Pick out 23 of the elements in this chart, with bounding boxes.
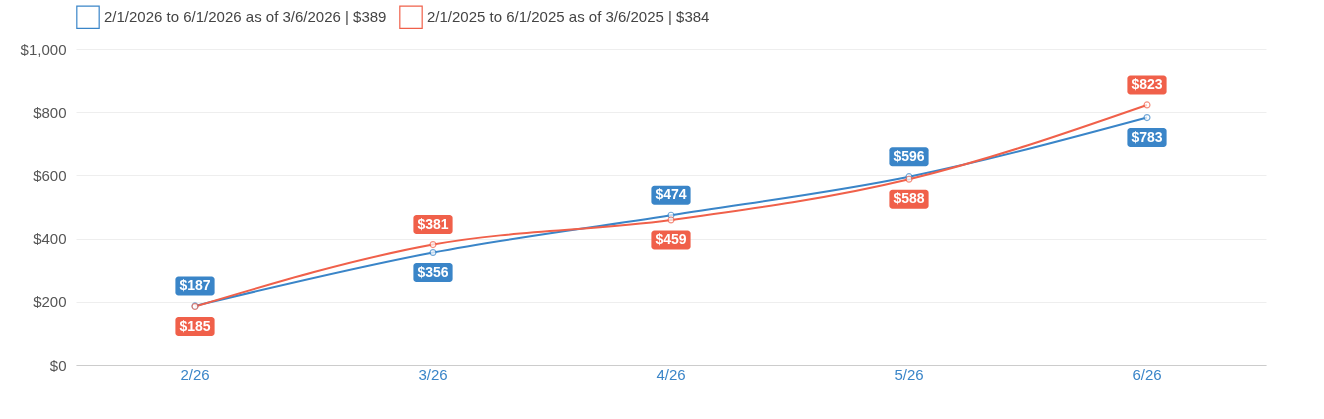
x-tick-label: 2/26 — [180, 365, 210, 383]
y-tick-label: $200 — [33, 293, 67, 311]
y-tick-label: $400 — [33, 230, 67, 248]
x-tick-label: 6/26 — [1132, 365, 1162, 383]
y-tick-label: $1,000 — [20, 40, 67, 58]
data-label: $783 — [1131, 128, 1163, 145]
x-tick-label: 3/26 — [418, 365, 448, 383]
data-label: $823 — [1131, 75, 1163, 92]
legend-label: 2/1/2025 to 6/1/2025 as of 3/6/2025 | $384 — [427, 8, 710, 26]
legend-label: 2/1/2026 to 6/1/2026 as of 3/6/2026 | $389 — [104, 8, 387, 26]
y-tick-label: $800 — [33, 103, 67, 121]
data-label: $474 — [655, 186, 687, 203]
data-label: $596 — [893, 147, 925, 164]
data-label: $185 — [179, 317, 211, 334]
x-tick-label: 4/26 — [656, 365, 686, 383]
data-label: $588 — [893, 190, 925, 207]
y-tick-label: $600 — [33, 166, 67, 184]
data-label: $381 — [417, 215, 449, 232]
data-label: $356 — [417, 263, 449, 280]
y-tick-label: $0 — [49, 356, 67, 374]
data-label: $459 — [655, 230, 687, 247]
data-label: $187 — [179, 276, 211, 293]
x-tick-label: 5/26 — [894, 365, 924, 383]
